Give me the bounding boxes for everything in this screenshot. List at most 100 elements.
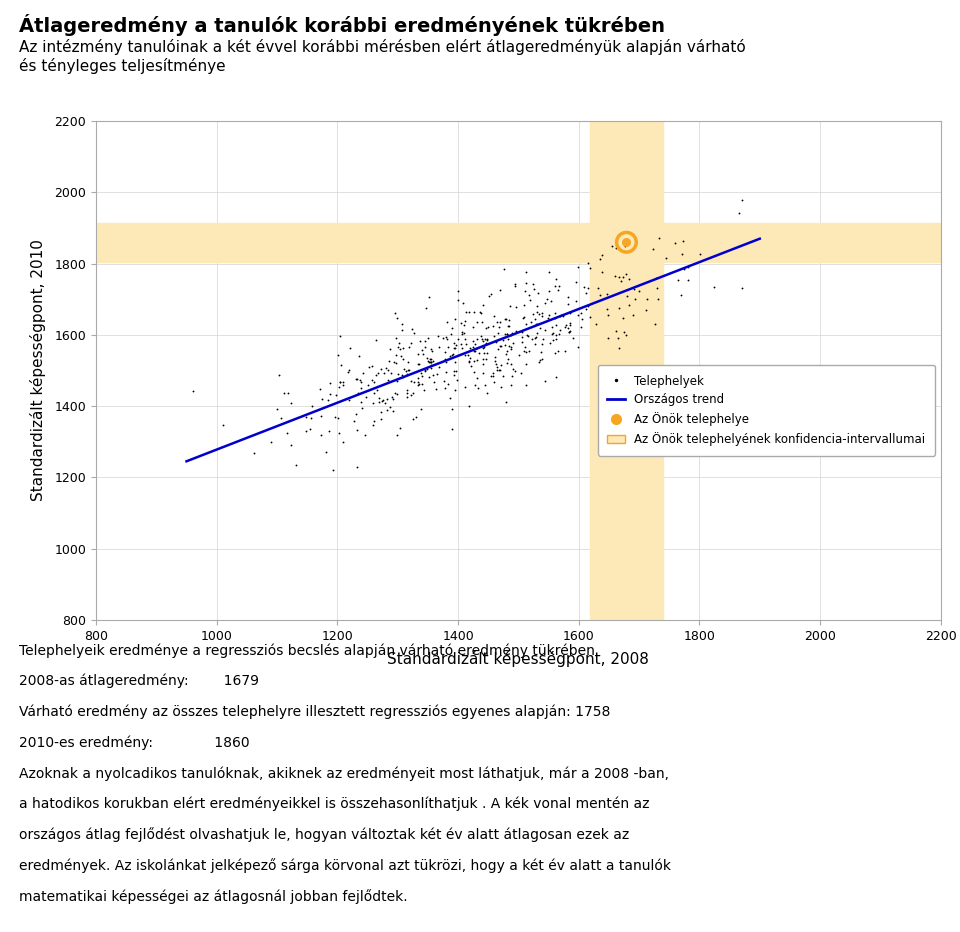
Point [538,322,553,337]
Point [403,388,419,403]
Point [418,363,433,377]
Point [466,320,481,335]
Point [502,319,517,334]
Point [462,354,477,369]
Point [357,428,372,443]
Point [343,341,358,356]
Point [612,269,627,284]
Point [548,318,564,333]
Point [570,260,586,275]
Point [443,391,458,405]
Point [647,316,662,331]
Point [332,329,348,344]
Point [380,403,396,418]
Point [518,377,534,392]
Point [367,414,382,429]
Point [535,308,550,323]
Point [423,360,439,375]
Point [453,336,468,351]
Point [626,308,641,322]
Point [478,336,493,351]
Point [732,205,747,220]
Point [492,338,507,353]
Point [480,332,495,347]
Point [540,292,555,307]
Point [529,329,544,344]
Point [599,301,614,316]
Point [462,304,477,319]
Point [441,377,456,391]
Point [650,281,665,295]
Point [535,351,550,366]
Point [382,353,397,368]
Point [418,339,433,354]
Point [599,287,614,302]
Point [474,338,490,353]
Point [487,375,502,390]
Point [352,373,368,388]
Point [529,325,544,340]
Point [381,373,396,388]
Point [529,317,544,332]
Point [450,293,466,308]
Point [388,306,403,321]
Point [440,332,455,347]
Point [561,321,576,336]
Point [283,396,299,411]
Point [491,320,506,335]
Point [480,320,495,335]
Point [330,348,346,363]
Point [579,286,594,301]
Point [378,361,394,376]
Point [649,271,664,286]
Point [449,373,465,388]
Point [385,391,400,406]
Point [431,339,446,354]
Point [531,285,546,300]
Point [498,394,514,409]
Point [532,307,547,322]
Point [396,340,411,355]
Point [412,377,427,391]
Point [335,434,350,449]
Point [493,338,509,353]
Text: országos átlag fejlődést olvashatjuk le, hogyan változtak két év alatt átlagosan: országos átlag fejlődést olvashatjuk le,… [19,828,630,843]
Point [491,363,506,377]
Point [518,328,534,343]
Point [507,279,522,294]
Point [445,340,461,355]
Point [495,333,511,348]
Point [330,410,346,425]
Point [651,292,666,307]
Point [533,352,548,367]
Point [503,342,518,357]
Point [544,320,560,335]
Point [550,344,565,359]
Point [562,318,577,333]
Point [499,344,515,359]
Point [376,366,392,381]
Point [472,305,488,320]
Point [515,330,530,345]
Point [575,312,590,327]
Point [411,378,426,393]
Point [503,357,518,372]
Point [388,386,403,401]
Point [504,368,519,383]
Point [524,332,540,347]
Point [445,367,461,382]
Point [548,331,564,346]
Point [490,314,505,329]
Point [395,322,410,337]
Point [547,279,563,294]
Point [458,348,473,363]
Point [348,372,364,387]
Point [601,331,616,346]
Point [533,345,548,360]
Point [423,354,439,369]
Point [424,343,440,358]
Point [563,323,578,338]
Point [521,343,537,358]
Point [470,345,486,360]
Point [362,360,377,375]
